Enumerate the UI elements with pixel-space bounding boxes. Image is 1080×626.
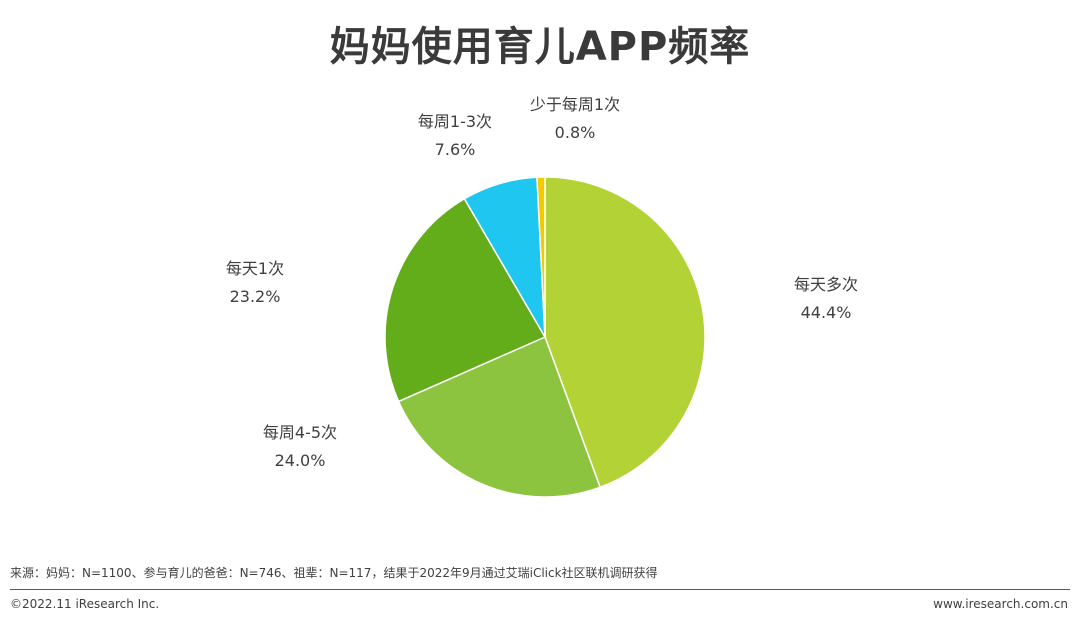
pie-slice [397,335,602,498]
slice-name-label: 每周1-3次 [418,112,492,131]
slice-name-label: 每天1次 [226,259,284,278]
pie-slice [536,176,546,338]
slice-name-label: 每周4-5次 [263,423,337,442]
pie-slices [384,176,706,498]
slice-name-label: 每天多次 [794,275,858,294]
copyright-text: ©2022.11 iResearch Inc. [10,597,160,611]
slice-value-label: 0.8% [555,123,596,142]
source-footnote: 来源：妈妈：N=1100、参与育儿的爸爸：N=746、祖辈：N=117，结果于2… [10,566,658,580]
slice-value-label: 23.2% [230,287,281,306]
slice-value-label: 7.6% [435,140,476,159]
footer-divider [10,589,1070,590]
slice-value-label: 44.4% [801,303,852,322]
website-link[interactable]: www.iresearch.com.cn [933,597,1068,611]
slice-name-label: 少于每周1次 [530,95,620,114]
pie-labels: 每天多次 44.4% 每周4-5次 24.0% 每天1次 23.2% 每周1-3次 7.6% 少… [226,95,858,470]
pie-slice [384,197,547,403]
slice-value-label: 24.0% [275,451,326,470]
chart-title: 妈妈使用育儿APP频率 [329,24,751,70]
pie-slice [544,176,706,489]
